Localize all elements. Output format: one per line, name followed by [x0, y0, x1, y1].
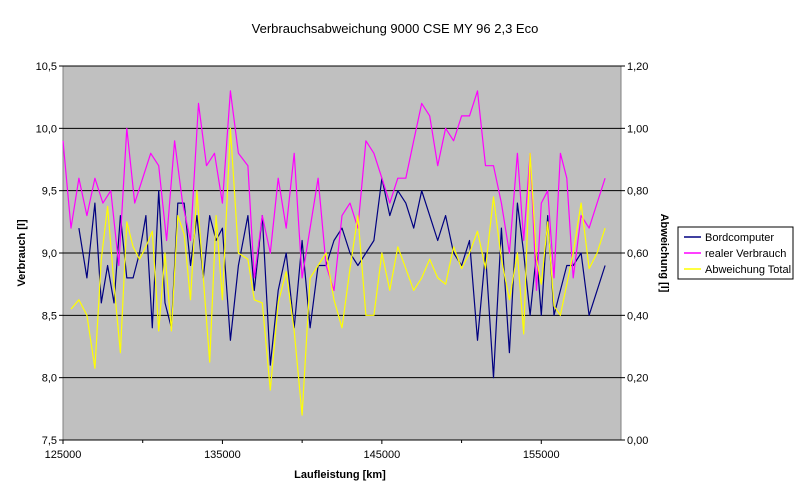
- y-tick-label: 7,5: [42, 435, 57, 447]
- series-line-realer-verbrauch: [62, 90, 606, 291]
- x-tick-label: 155000: [523, 449, 560, 461]
- series-line-abweichung-total: [70, 127, 606, 416]
- legend-label-abweichung-total: Abweichung Total: [705, 264, 791, 276]
- x-axis-label: Laufleistung [km]: [294, 469, 386, 481]
- legend-label-bordcomputer: Bordcomputer: [705, 232, 774, 244]
- y-tick-label: 8,0: [42, 373, 57, 385]
- y-tick-label: 9,0: [42, 248, 57, 260]
- y2-tick-label: 0,20: [627, 373, 648, 385]
- legend: Bordcomputer realer Verbrauch Abweichung…: [677, 226, 794, 280]
- y-axis-label: Verbrauch [l]: [16, 219, 28, 287]
- y2-tick-label: 1,00: [627, 123, 648, 135]
- y-tick-label: 9,5: [42, 186, 57, 198]
- gridlines: [63, 65, 621, 441]
- y2-tick-label: 1,20: [627, 61, 648, 73]
- y2-tick-label: 0,00: [627, 435, 648, 447]
- y2-tick-label: 0,80: [627, 186, 648, 198]
- x-tick-label: 125000: [45, 449, 82, 461]
- x-axis-ticks: 125000 135000 145000 155000: [45, 440, 560, 461]
- y2-tick-label: 0,40: [627, 310, 648, 322]
- y2-axis-ticks: 1,20 1,00 0,80 0,60 0,40 0,20 0,00: [621, 61, 648, 447]
- y-tick-label: 10,5: [36, 61, 57, 73]
- x-tick-label: 135000: [204, 449, 241, 461]
- series-group: [62, 90, 606, 416]
- y2-axis-label: Abweichung [l]: [658, 214, 670, 293]
- series-line-bordcomputer: [78, 177, 606, 379]
- legend-box: [677, 226, 794, 280]
- legend-label-realer-verbrauch: realer Verbrauch: [705, 248, 786, 260]
- y-tick-label: 10,0: [36, 123, 57, 135]
- y-tick-label: 8,5: [42, 310, 57, 322]
- x-tick-label: 145000: [363, 449, 400, 461]
- y-axis-ticks: 10,5 10,0 9,5 9,0 8,5 8,0 7,5: [36, 61, 63, 447]
- y2-tick-label: 0,60: [627, 248, 648, 260]
- chart-title: Verbrauchsabweichung 9000 CSE MY 96 2,3 …: [252, 21, 539, 36]
